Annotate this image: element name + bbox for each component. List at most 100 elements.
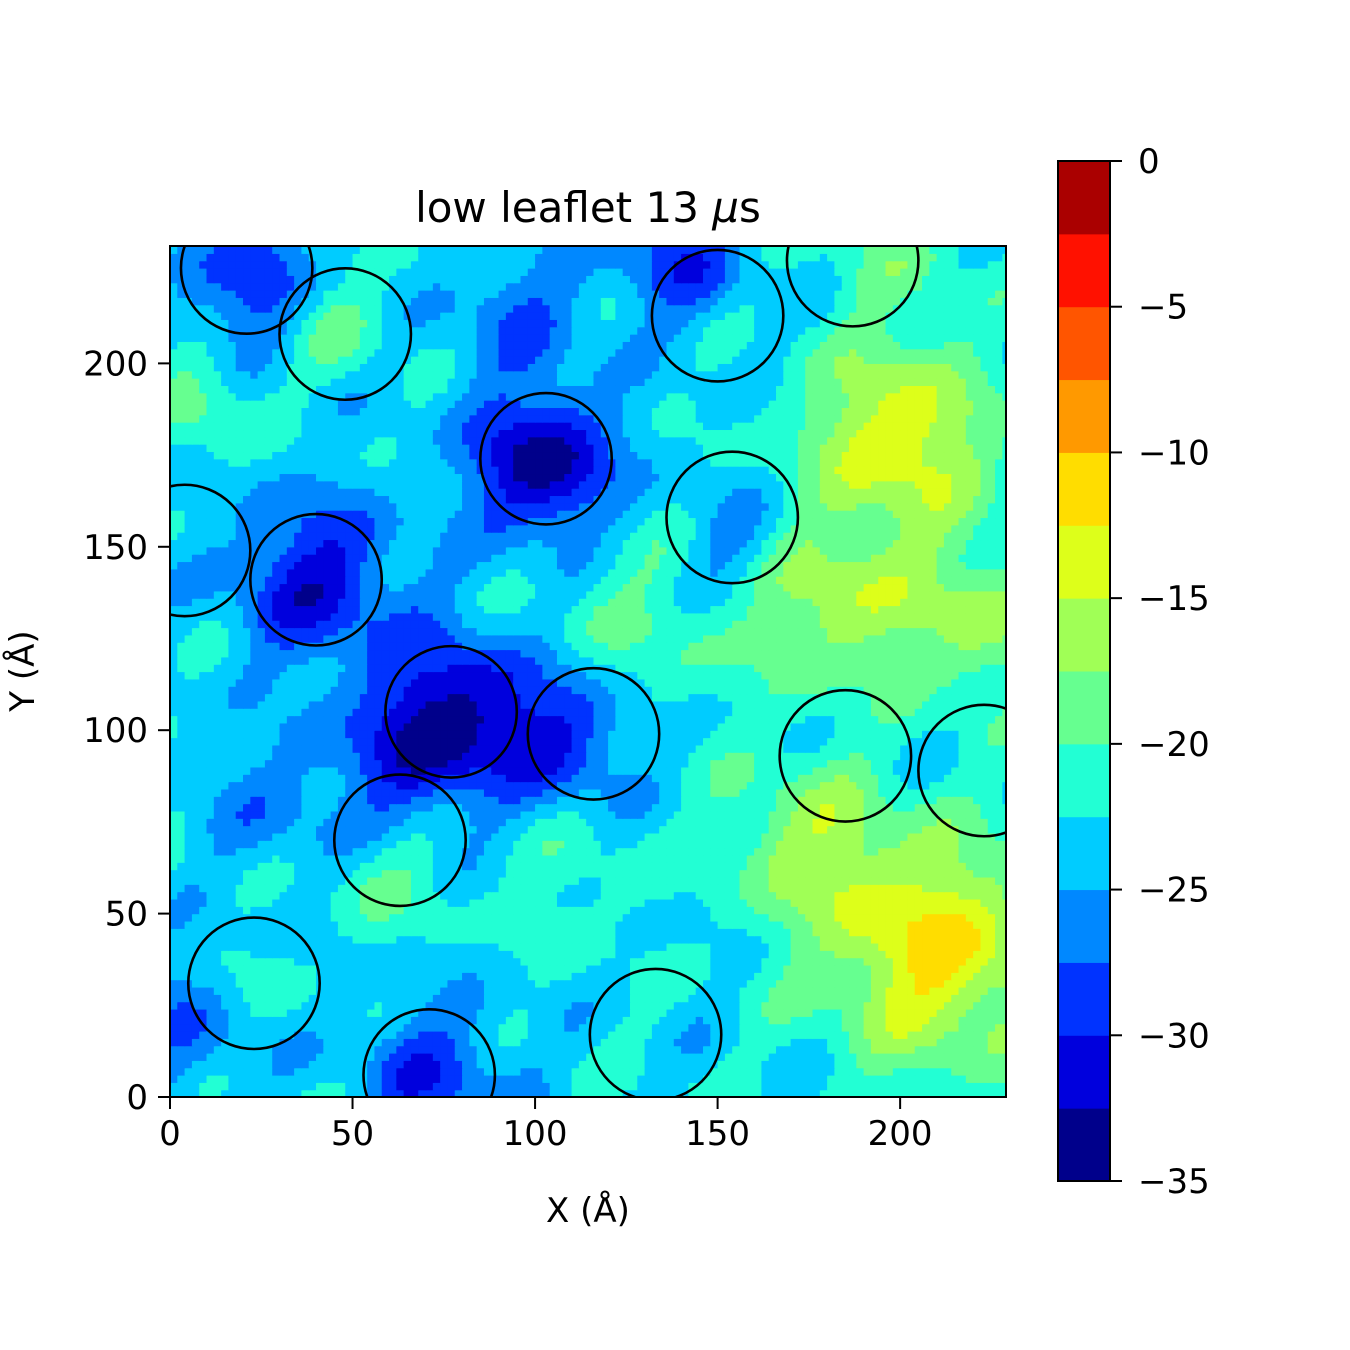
contour-cell-3575: [243, 862, 251, 871]
contour-cell-4936: [943, 781, 952, 790]
contour-cell-2471: [578, 935, 587, 944]
contour-cell-609: [418, 1052, 427, 1061]
contour-cell-4905: [717, 781, 726, 790]
contour-cell-2446: [396, 935, 405, 944]
contour-cell-2655: [243, 920, 251, 929]
contour-cell-3332: [987, 884, 996, 893]
contour-cell-190: [717, 1082, 726, 1091]
contour-cell-39: [454, 1089, 463, 1097]
contour-cell-3596: [396, 862, 405, 871]
contour-cell-2250: [644, 950, 653, 959]
contour-cell-3801: [213, 847, 222, 856]
contour-cell-1760: [425, 979, 434, 988]
contour-cell-3696: [286, 854, 295, 863]
contour-cell-415: [681, 1067, 689, 1076]
contour-cell-4861: [396, 781, 405, 790]
contour-cell-4858: [374, 781, 383, 790]
contour-cell-4460: [827, 810, 836, 819]
contour-cell-4579: [856, 803, 865, 812]
contour-cell-1524: [381, 994, 390, 1003]
contour-cell-1695: [790, 986, 799, 995]
contour-cell-4064: [454, 832, 463, 841]
contour-cell-2339: [454, 942, 463, 951]
contour-cell-3325: [936, 884, 945, 893]
contour-cell-2783: [337, 913, 346, 922]
contour-cell-1121: [797, 1023, 806, 1032]
contour-cell-3591: [359, 862, 368, 871]
contour-cell-2105: [425, 957, 434, 966]
contour-cell-4975: [389, 774, 397, 783]
contour-cell-1040: [206, 1023, 215, 1032]
contour-cell-2955: [754, 906, 762, 915]
contour-cell-691: [177, 1045, 186, 1054]
contour-cell-1468: [812, 1001, 821, 1010]
contour-cell-4022: [987, 840, 996, 849]
contour-cell-1554: [600, 994, 609, 1003]
contour-cell-497: [440, 1060, 449, 1069]
contour-cell-2556: [359, 928, 368, 937]
contour-cell-4418: [520, 810, 529, 819]
contour-cell-2181: [980, 957, 989, 966]
contour-cell-4777: [622, 788, 631, 797]
contour-cell-788: [885, 1045, 894, 1054]
contour-cell-2847: [805, 913, 814, 922]
contour-cell-1681: [688, 986, 697, 995]
contour-cell-361: [286, 1067, 295, 1076]
contour-cell-2366: [651, 942, 660, 951]
contour-cell-2869: [965, 913, 974, 922]
contour-cell-3753: [703, 854, 711, 863]
contour-cell-2108: [447, 957, 456, 966]
contour-cell-1139: [929, 1023, 938, 1032]
contour-cell-3060: [681, 898, 689, 907]
contour-cell-4327: [695, 818, 704, 827]
contour-cell-963: [483, 1030, 492, 1039]
contour-cell-471: [250, 1060, 259, 1069]
contour-cell-4265: [243, 818, 251, 827]
contour-cell-1526: [396, 994, 405, 1003]
contour-cell-2573: [483, 928, 492, 937]
contour-cell-449: [929, 1067, 938, 1076]
contour-cell-3703: [337, 854, 346, 863]
contour-cell-38: [447, 1089, 456, 1097]
contour-cell-1014: [856, 1030, 865, 1039]
contour-cell-1650: [462, 986, 470, 995]
contour-cell-1827: [914, 979, 923, 988]
contour-cell-2939: [637, 906, 646, 915]
contour-cell-4659: [600, 796, 609, 805]
contour-cell-4744: [381, 788, 390, 797]
contour-cell-4012: [914, 840, 923, 849]
contour-cell-1167: [294, 1016, 303, 1025]
contour-cell-947: [367, 1030, 376, 1039]
contour-cell-1988: [410, 964, 419, 973]
contour-cell-2940: [644, 906, 653, 915]
contour-cell-1883: [483, 972, 492, 981]
contour-cell-2059: [929, 964, 938, 973]
contour-cell-3046: [578, 898, 587, 907]
contour-cell-2081: [250, 957, 259, 966]
contour-cell-4544: [600, 803, 609, 812]
contour-cell-3745: [644, 854, 653, 863]
contour-cell-4517: [403, 803, 412, 812]
contour-cell-4837: [221, 781, 230, 790]
contour-cell-4554: [673, 803, 682, 812]
contour-cell-1369: [929, 1008, 938, 1017]
contour-cell-1136: [907, 1023, 916, 1032]
contour-cell-1061: [359, 1023, 368, 1032]
contour-cell-2540: [243, 928, 251, 937]
contour-cell-2956: [761, 906, 770, 915]
contour-cell-2876: [177, 906, 186, 915]
contour-cell-4090: [644, 832, 653, 841]
contour-cell-4204: [637, 825, 646, 834]
contour-cell-3107: [184, 891, 193, 900]
contour-cell-1571: [724, 994, 733, 1003]
contour-cell-3207: [914, 891, 923, 900]
contour-cell-3196: [834, 891, 843, 900]
contour-cell-3347: [257, 876, 266, 885]
contour-cell-1850: [243, 972, 251, 981]
contour-cell-4025: [170, 832, 178, 841]
contour-cell-2445: [389, 935, 397, 944]
contour-cell-2549: [308, 928, 317, 937]
contour-cell-2335: [425, 942, 434, 951]
contour-cell-295: [644, 1074, 653, 1083]
contour-cell-2341: [469, 942, 478, 951]
